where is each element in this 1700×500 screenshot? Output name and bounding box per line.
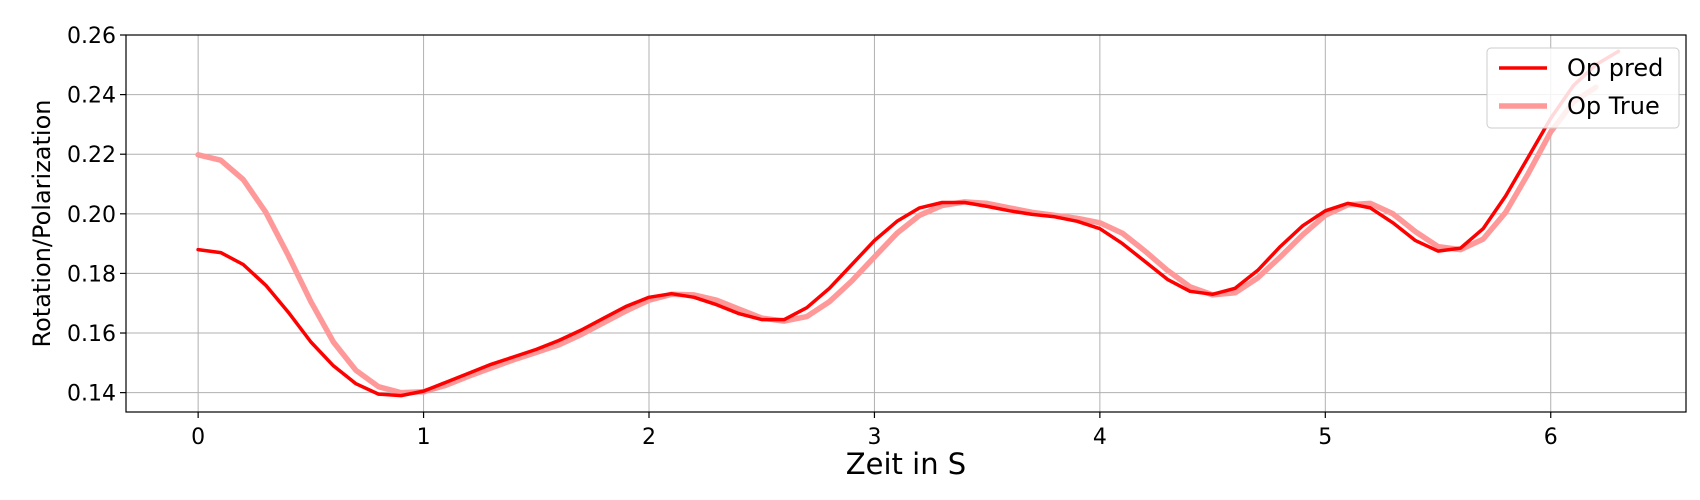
x-tick-label: 2 <box>642 425 656 450</box>
y-tick-label: 0.26 <box>67 24 116 49</box>
x-tick-label: 6 <box>1544 425 1558 450</box>
plot-frame <box>125 34 1687 413</box>
x-axis-label: Zeit in S <box>846 447 966 481</box>
legend-label-op-pred: Op pred <box>1567 54 1663 82</box>
x-tick-label: 0 <box>191 425 205 450</box>
y-tick-label: 0.16 <box>67 322 116 347</box>
y-tick-label: 0.22 <box>67 143 116 168</box>
x-tick-label: 1 <box>417 425 431 450</box>
x-tick-label: 5 <box>1318 425 1332 450</box>
y-tick-label: 0.20 <box>67 203 116 228</box>
legend: Op pred Op True <box>1486 47 1680 129</box>
y-tick-label: 0.24 <box>67 84 116 109</box>
series-group <box>195 49 1621 398</box>
y-axis-label: Rotation/Polarization <box>28 100 56 348</box>
y-tick-label: 0.14 <box>67 382 116 407</box>
ticks: 0 1 2 3 4 5 6 0.14 0.16 0.18 0.20 0.22 0.24 0.26 <box>67 24 1558 450</box>
series-line-op-pred <box>196 49 1621 398</box>
x-tick-label: 3 <box>867 425 881 450</box>
x-tick-label: 4 <box>1093 425 1107 450</box>
legend-label-op-true: Op True <box>1567 92 1660 120</box>
y-tick-label: 0.18 <box>67 262 116 287</box>
